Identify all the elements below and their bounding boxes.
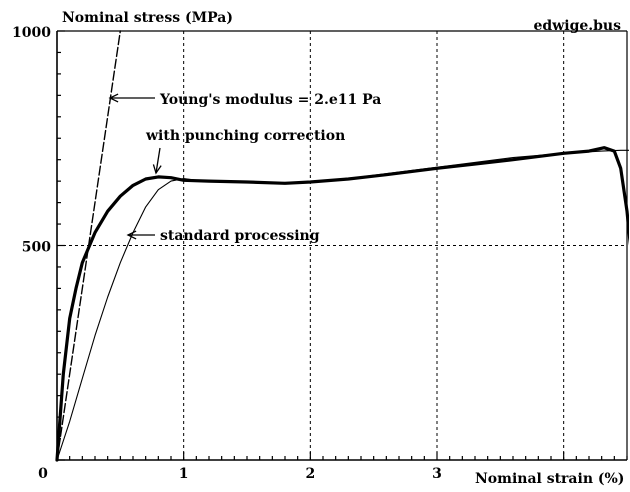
annotation-text: Young's modulus = 2.e11 Pa <box>159 92 381 108</box>
y-tick-label: 1000 <box>12 25 51 41</box>
series-lines <box>55 30 629 462</box>
annotation-arrow-head <box>126 230 137 240</box>
annotation-arrow-head <box>108 93 119 103</box>
x-axis-label: Nominal strain (%) <box>475 471 624 487</box>
grid-lines <box>57 31 627 460</box>
x-tick-label: 1 <box>179 466 189 482</box>
series-line <box>56 149 629 461</box>
annotation-arrow-line <box>155 147 161 174</box>
x-tick-label: 3 <box>432 466 442 482</box>
annotation-text: standard processing <box>160 228 320 244</box>
x-tick-label: 2 <box>305 466 315 482</box>
y-tick-label: 500 <box>22 240 51 256</box>
tick-labels: 0 1 2 3 500 1000 <box>12 25 442 482</box>
x-tick-label: 0 <box>38 466 48 482</box>
corner-label: edwige.bus <box>534 18 622 34</box>
annotation-text: with punching correction <box>145 128 345 144</box>
y-axis-label: Nominal stress (MPa) <box>62 10 233 26</box>
annotations: Young's modulus = 2.e11 Pa with punching … <box>108 92 381 244</box>
annotation-arrow-head <box>152 164 162 175</box>
